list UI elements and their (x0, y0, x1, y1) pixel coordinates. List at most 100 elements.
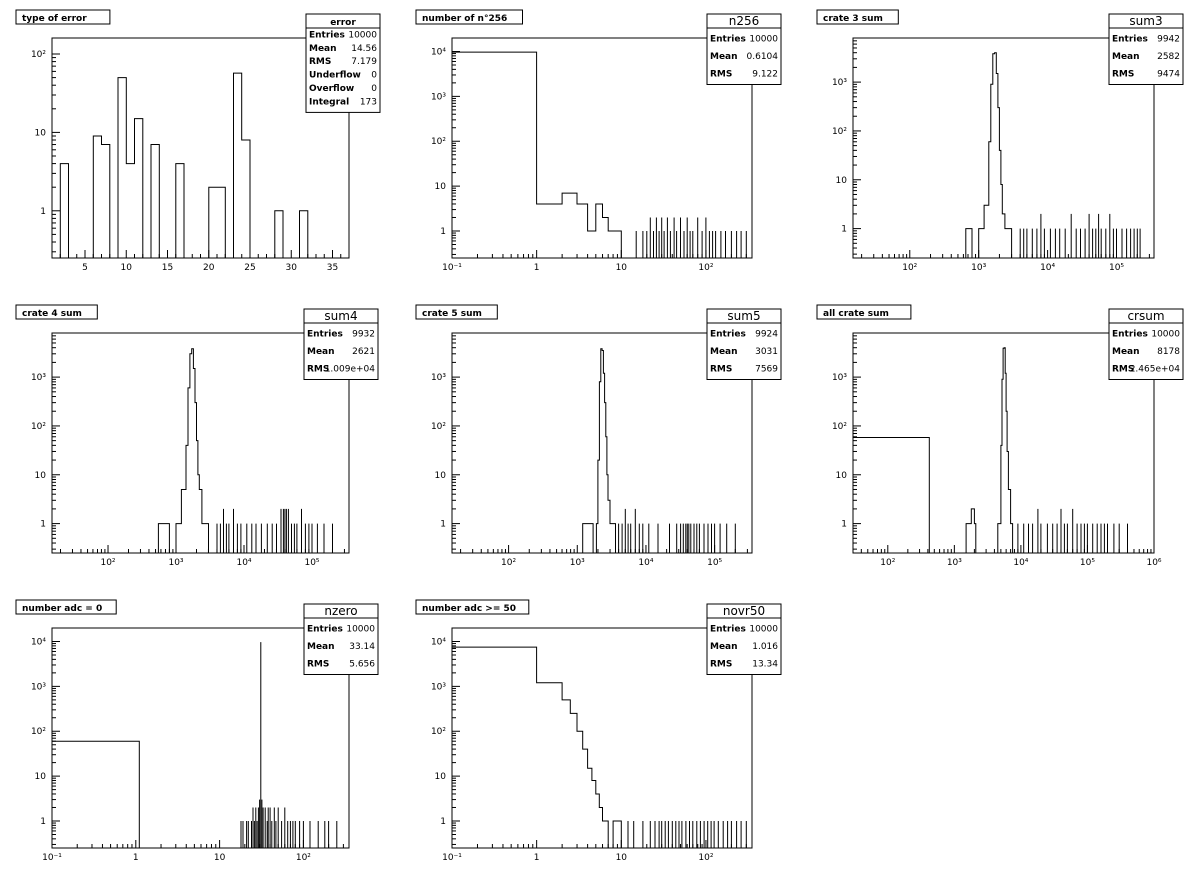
x-tick-label: 1 (534, 853, 540, 863)
histogram-line (59, 72, 341, 259)
plot-frame (51, 332, 350, 554)
stats-value: 10000 (749, 625, 778, 635)
x-tick-label: 15 (162, 263, 173, 273)
y-tick-label: 10 (35, 471, 47, 481)
y-tick-label: 10² (31, 727, 46, 737)
x-tick-label: 35 (327, 263, 338, 273)
chart-title: number adc >= 50 (422, 604, 516, 614)
title-box (15, 9, 111, 25)
stats-label: Entries (710, 625, 746, 635)
stats-box (303, 308, 379, 380)
x-tick-label: 10⁻¹ (442, 263, 462, 273)
y-tick-label: 10² (431, 422, 446, 432)
title-box (816, 9, 899, 25)
y-tick-label: 1 (40, 207, 46, 217)
y-tick-label: 1 (440, 817, 446, 827)
x-tick-label: 10² (296, 853, 311, 863)
plot-frame (451, 332, 753, 554)
x-tick-label: 10⁻¹ (442, 853, 462, 863)
y-tick-label: 1 (440, 520, 446, 530)
histogram-pad: all crate sum 10² 10³ 10⁴ 10⁵ 10⁶ 1 10 10² 10³ crs… (816, 304, 1184, 568)
stats-label: Mean (309, 44, 337, 54)
stats-value: 173 (360, 97, 377, 107)
x-tick-label: 10 (214, 853, 226, 863)
stats-label: Mean (710, 642, 738, 652)
x-tick-label: 10² (501, 558, 516, 568)
stats-value: 2.465e+04 (1130, 365, 1181, 375)
stats-label: RMS (309, 57, 331, 67)
stats-label: Entries (307, 625, 343, 635)
stats-title: sum3 (1129, 14, 1162, 28)
stats-value: 10000 (1151, 330, 1180, 340)
stats-box (706, 308, 782, 380)
stats-label: RMS (307, 365, 329, 375)
stats-value: 9924 (755, 330, 778, 340)
stats-label: Mean (710, 52, 738, 62)
y-tick-label: 10⁴ (431, 638, 446, 648)
x-tick-label: 10⁴ (1040, 263, 1055, 273)
x-tick-label: 20 (203, 263, 215, 273)
y-tick-label: 10³ (832, 373, 847, 383)
stats-label: Entries (710, 35, 746, 45)
x-tick-label: 10⁴ (638, 558, 653, 568)
stats-label: RMS (710, 70, 732, 80)
histogram-pad: number adc = 0 10⁻¹ 1 10 10² 1 10 10² 10³ 10⁴ nzer… (15, 599, 379, 863)
x-tick-label: 30 (286, 263, 298, 273)
stats-value: 9474 (1157, 70, 1180, 80)
chart-title: crate 3 sum (823, 14, 883, 24)
stats-label: Entries (1112, 330, 1148, 340)
chart-title: number of n°256 (422, 14, 507, 24)
x-tick-label: 10² (698, 853, 713, 863)
x-tick-label: 10³ (168, 558, 183, 568)
stats-value: 7.179 (351, 57, 377, 67)
y-tick-label: 10 (435, 772, 447, 782)
x-tick-label: 10⁴ (1013, 558, 1028, 568)
histogram-pad: number of n°256 10⁻¹ 1 10 10² 1 10 10² 10³ 10⁴ n25… (415, 9, 782, 273)
stats-value: 0.6104 (747, 52, 779, 62)
y-tick-label: 1 (40, 520, 46, 530)
y-tick-label: 10² (31, 50, 46, 60)
y-tick-label: 10 (836, 471, 848, 481)
stats-title: sum5 (727, 309, 760, 323)
title-box (415, 9, 523, 25)
x-tick-label: 1 (133, 853, 139, 863)
x-tick-label: 10 (616, 853, 628, 863)
stats-label: Underflow (309, 71, 361, 81)
stats-label: RMS (710, 365, 732, 375)
chart-title: type of error (22, 14, 87, 24)
histogram-line (451, 646, 622, 849)
histogram-pad: number adc >= 50 10⁻¹ 1 10 10² 1 10 10² 10³ 10⁴ no… (415, 599, 782, 863)
stats-label: Mean (307, 642, 335, 652)
stats-value: 8178 (1157, 347, 1180, 357)
x-tick-label: 10⁵ (1109, 263, 1124, 273)
x-tick-label: 10² (698, 263, 713, 273)
x-tick-label: 1 (534, 263, 540, 273)
stats-label: RMS (1112, 70, 1134, 80)
y-tick-label: 1 (440, 227, 446, 237)
stats-value: 10000 (346, 625, 375, 635)
y-tick-label: 1 (841, 225, 847, 235)
stats-value: 14.56 (351, 44, 377, 54)
y-tick-label: 10 (836, 176, 848, 186)
x-tick-label: 10⁵ (304, 558, 319, 568)
stats-label: Mean (1112, 347, 1140, 357)
stats-box (1108, 13, 1184, 85)
stats-box (303, 603, 379, 675)
y-tick-label: 10 (435, 471, 447, 481)
x-tick-label: 5 (82, 263, 88, 273)
stats-label: Mean (710, 347, 738, 357)
stats-box (706, 13, 782, 85)
x-tick-label: 10 (121, 263, 133, 273)
y-tick-label: 10⁴ (431, 48, 446, 58)
y-tick-label: 10² (832, 127, 847, 137)
histogram-line (51, 740, 140, 848)
title-box (415, 599, 530, 615)
stats-value: 5.656 (349, 660, 375, 670)
stats-value: 10000 (348, 30, 377, 40)
y-tick-label: 10² (431, 727, 446, 737)
y-tick-label: 10 (35, 772, 47, 782)
histogram-line (451, 51, 622, 258)
stats-value: 2621 (352, 347, 375, 357)
y-tick-label: 10² (431, 137, 446, 147)
stats-box (706, 603, 782, 675)
